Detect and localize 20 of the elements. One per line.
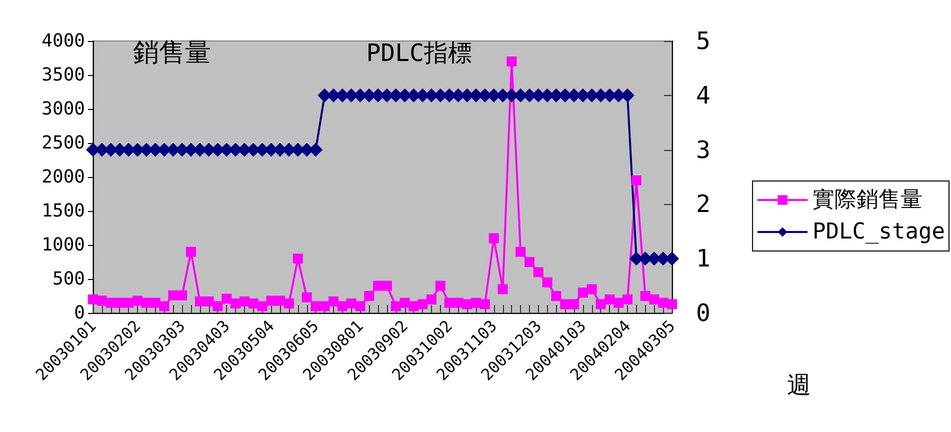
legend-label: 實際銷售量 — [812, 188, 923, 212]
y-tick-label: 0 — [74, 302, 85, 324]
y-tick-label: 1500 — [42, 200, 85, 222]
y2-tick-label: 2 — [696, 190, 710, 218]
y2-tick-label: 1 — [696, 244, 710, 273]
y2-axis-title: PDLC指標 — [366, 39, 472, 67]
y-tick-label: 4000 — [42, 30, 85, 52]
y2-tick-label: 3 — [696, 136, 710, 164]
y2-tick-label: 0 — [696, 299, 710, 327]
y-tick-label: 1000 — [42, 234, 85, 256]
legend-label: PDLC_stage — [812, 220, 945, 244]
y-tick-label: 500 — [52, 268, 85, 290]
y-tick-label: 2500 — [42, 132, 85, 154]
y2-tick-label: 5 — [696, 27, 710, 55]
y-tick-label: 2000 — [42, 166, 85, 188]
y-axis-title: 銷售量 — [133, 38, 211, 68]
x-axis-title: 週 — [787, 371, 811, 399]
y-tick-label: 3000 — [42, 98, 85, 120]
y-tick-label: 3500 — [42, 64, 85, 86]
y2-tick-label: 4 — [696, 81, 710, 110]
